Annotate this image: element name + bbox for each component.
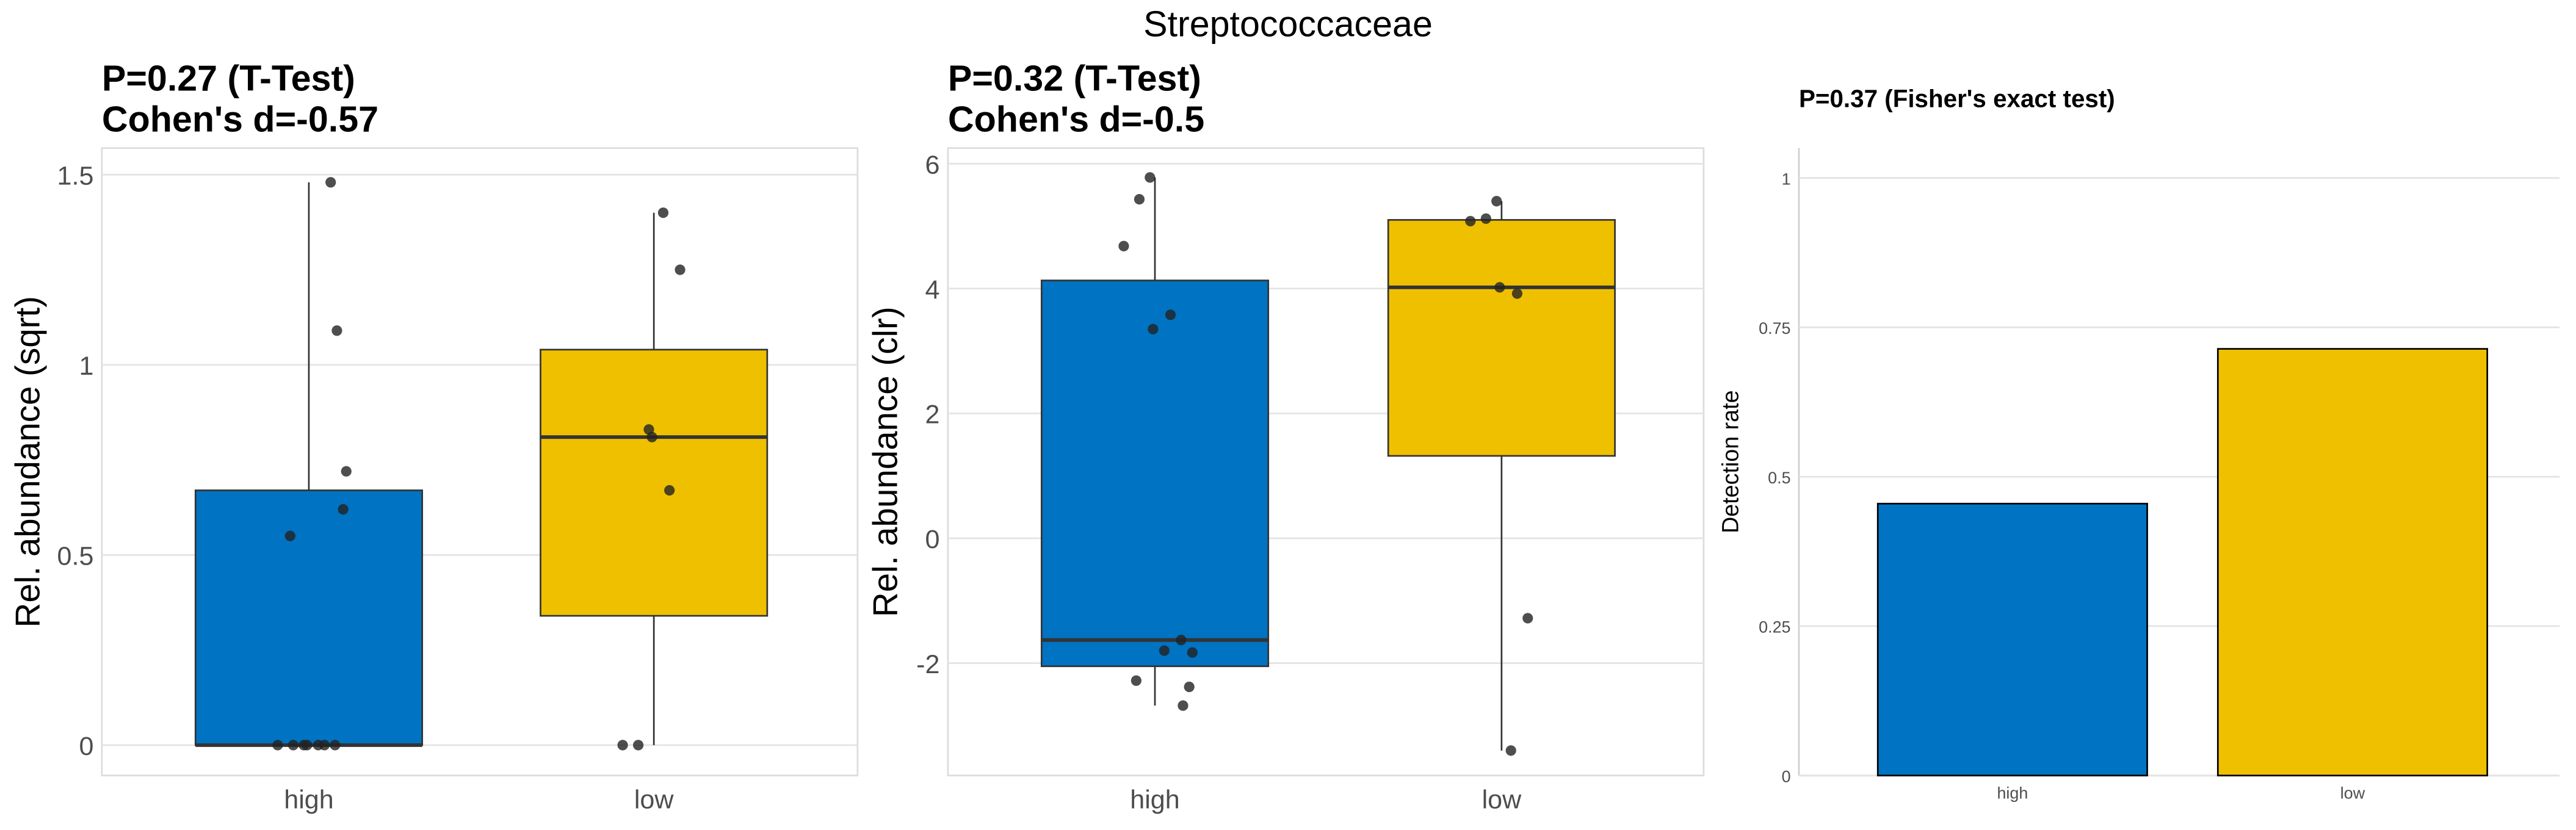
- x-tick-label-low: low: [2340, 784, 2365, 802]
- y-tick-label: 0.5: [57, 542, 94, 571]
- y-tick-label: 0: [1782, 768, 1791, 786]
- data-point-high: [325, 177, 336, 188]
- y-tick-label: 0: [79, 732, 93, 761]
- data-point-high: [331, 325, 342, 336]
- panel-sqrt-boxplot: P=0.27 (T-Test) Cohen's d=-0.57 Rel. abu…: [9, 57, 859, 815]
- data-point-high: [338, 503, 349, 515]
- data-point-low: [664, 485, 675, 496]
- panel1-plot-area: 0 0.5 1 1.5 high low: [57, 147, 859, 815]
- data-point-high: [302, 740, 313, 751]
- y-tick-label: 1: [1782, 170, 1791, 188]
- data-point-low: [1480, 213, 1491, 224]
- y-tick-label: 1.5: [57, 161, 94, 190]
- data-point-high: [288, 740, 299, 751]
- data-point-low: [1522, 613, 1533, 624]
- data-point-high: [1118, 240, 1129, 251]
- y-tick-label: 0.75: [1759, 319, 1790, 337]
- data-point-low: [1465, 215, 1476, 226]
- data-point-high: [1176, 635, 1187, 646]
- bar-high: [1876, 502, 2148, 777]
- plot-frame: [101, 147, 859, 777]
- y-tick-label: 0.5: [1768, 469, 1790, 487]
- y-tick-label: 0.25: [1759, 618, 1790, 637]
- panel3-title: P=0.37 (Fisher's exact test): [1799, 84, 2115, 112]
- panel2-y-axis-label: Rel. abundance (clr): [866, 306, 904, 617]
- panel2-title-cohens-d: Cohen's d=-0.5: [948, 99, 1204, 140]
- box-low: [540, 348, 769, 617]
- data-point-low: [1494, 282, 1505, 293]
- data-point-high: [1148, 323, 1159, 334]
- y-tick-label: 6: [925, 150, 939, 179]
- data-point-high: [313, 740, 324, 751]
- data-point-low: [1491, 195, 1502, 207]
- y-tick-label: 2: [925, 400, 939, 430]
- data-point-high: [1131, 675, 1141, 686]
- data-point-high: [330, 740, 341, 751]
- panel1-y-axis-label: Rel. abundance (sqrt): [9, 296, 47, 627]
- data-point-high: [284, 530, 295, 541]
- y-tick-label: 0: [925, 525, 939, 554]
- box-low: [1387, 218, 1616, 457]
- data-point-low: [617, 740, 628, 751]
- data-point-high: [1159, 645, 1170, 656]
- panel2-title-pvalue: P=0.32 (T-Test): [948, 57, 1201, 98]
- x-tick-label-low: low: [1482, 785, 1522, 815]
- x-tick-label-high: high: [284, 785, 333, 815]
- data-point-high: [1165, 309, 1176, 320]
- data-point-low: [646, 431, 657, 442]
- y-tick-label: 1: [79, 352, 93, 381]
- bar-low: [2216, 348, 2489, 777]
- y-tick-label: 4: [925, 275, 939, 305]
- data-point-low: [1505, 745, 1516, 756]
- panel-detection-rate-barplot: P=0.37 (Fisher's exact test) Detection r…: [1717, 84, 2560, 802]
- panel1-title-cohens-d: Cohen's d=-0.57: [102, 99, 378, 140]
- x-tick-label-low: low: [634, 785, 675, 815]
- panel3-plot-area: 0 0.25 0.5 0.75 1 high low: [1759, 148, 2560, 802]
- data-point-high: [272, 740, 283, 751]
- y-tick-label: -2: [916, 650, 939, 679]
- box-high: [1040, 280, 1270, 668]
- data-point-low: [675, 264, 686, 275]
- figure-title: Streptococcaceae: [1143, 4, 1433, 45]
- panel-clr-boxplot: P=0.32 (T-Test) Cohen's d=-0.5 Rel. abun…: [866, 57, 1705, 815]
- data-point-high: [341, 466, 352, 477]
- data-point-low: [657, 207, 669, 218]
- data-point-low: [1511, 288, 1523, 299]
- data-point-high: [1178, 700, 1189, 711]
- x-tick-label-high: high: [1130, 785, 1179, 815]
- panel1-title-pvalue: P=0.27 (T-Test): [102, 57, 355, 98]
- data-point-high: [1187, 647, 1198, 658]
- x-tick-label-high: high: [1997, 784, 2028, 802]
- panel3-y-axis-label: Detection rate: [1717, 390, 1743, 533]
- data-point-high: [1145, 172, 1156, 183]
- data-point-high: [1184, 681, 1195, 693]
- panel2-plot-area: -2 0 2 4 6 high low: [916, 147, 1705, 815]
- plot-frame: [947, 147, 1705, 777]
- box-high: [194, 489, 424, 746]
- data-point-high: [1134, 193, 1145, 205]
- data-point-low: [633, 740, 644, 751]
